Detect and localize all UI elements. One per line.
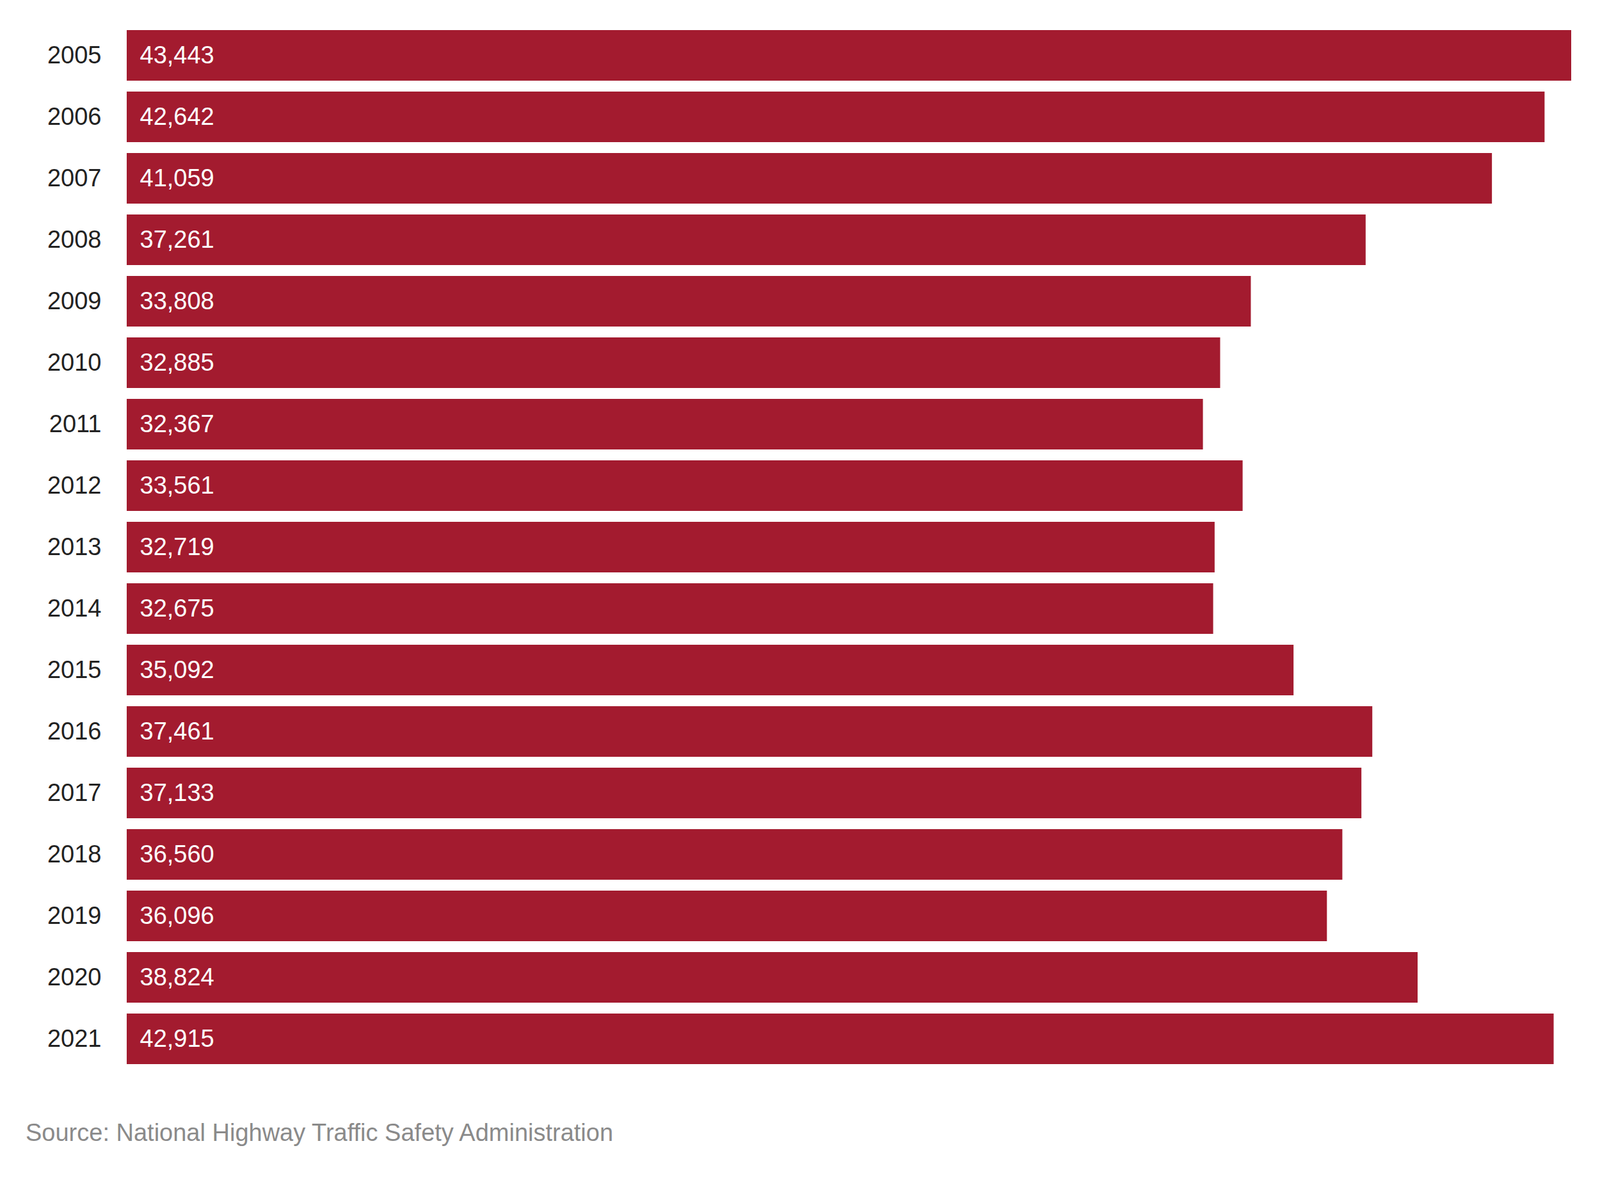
- svg-text:2013: 2013: [47, 533, 102, 560]
- svg-text:2006: 2006: [47, 103, 102, 130]
- svg-text:32,675: 32,675: [140, 594, 215, 622]
- svg-text:32,719: 32,719: [140, 533, 215, 560]
- svg-text:2021: 2021: [47, 1024, 102, 1052]
- svg-text:38,824: 38,824: [140, 963, 215, 991]
- svg-text:2008: 2008: [47, 225, 102, 253]
- svg-text:36,096: 36,096: [140, 901, 215, 929]
- svg-text:2005: 2005: [47, 41, 102, 69]
- svg-text:2011: 2011: [49, 410, 102, 438]
- svg-text:2018: 2018: [47, 840, 102, 868]
- svg-text:32,885: 32,885: [140, 348, 215, 376]
- svg-text:41,059: 41,059: [140, 164, 215, 192]
- svg-text:2020: 2020: [47, 963, 102, 991]
- svg-text:33,561: 33,561: [140, 471, 215, 499]
- svg-text:2017: 2017: [47, 778, 102, 806]
- svg-text:36,560: 36,560: [140, 840, 215, 868]
- svg-text:2014: 2014: [47, 594, 102, 622]
- svg-text:2019: 2019: [47, 901, 102, 929]
- svg-text:37,133: 37,133: [140, 778, 215, 806]
- svg-text:2007: 2007: [47, 164, 102, 192]
- svg-text:37,461: 37,461: [140, 717, 215, 745]
- svg-text:2016: 2016: [47, 717, 102, 745]
- svg-text:42,642: 42,642: [140, 103, 215, 130]
- html-text:Source: National Highway Traff: Source: National Highway Traffic Safety …: [25, 1118, 614, 1146]
- svg-text:35,092: 35,092: [140, 656, 215, 683]
- svg-text:43,443: 43,443: [140, 41, 215, 69]
- svg-text:2009: 2009: [47, 287, 102, 315]
- svg-text:37,261: 37,261: [140, 225, 215, 253]
- svg-text:2010: 2010: [47, 348, 102, 376]
- svg-text:33,808: 33,808: [140, 287, 215, 315]
- svg-text:32,367: 32,367: [140, 410, 215, 438]
- svg-text:2015: 2015: [47, 656, 102, 683]
- svg-text:42,915: 42,915: [140, 1024, 215, 1052]
- svg-text:2012: 2012: [47, 471, 102, 499]
